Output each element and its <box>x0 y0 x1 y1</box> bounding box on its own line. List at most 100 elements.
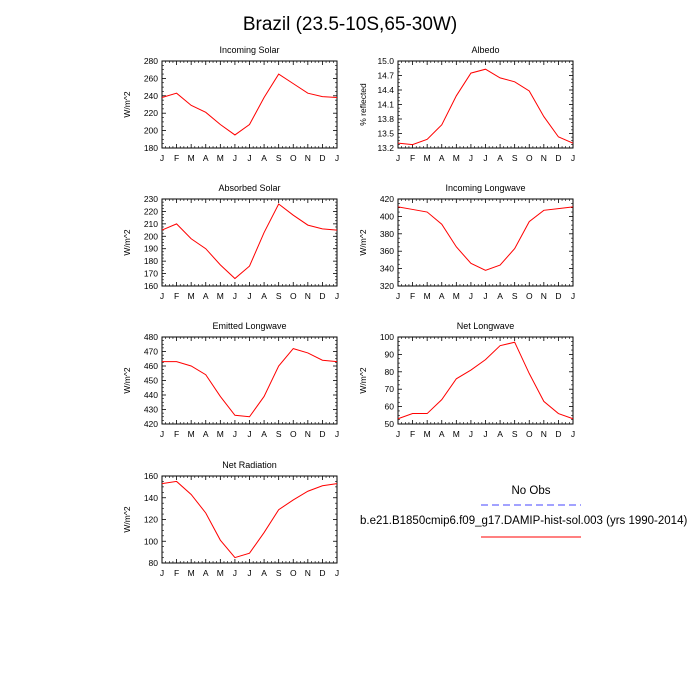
y-tick-label: 470 <box>144 347 158 357</box>
x-tick-label: N <box>541 429 547 439</box>
y-tick-label: 60 <box>385 402 395 412</box>
chart-title: Emitted Longwave <box>212 321 286 331</box>
x-tick-label: M <box>217 429 224 439</box>
x-tick-label: J <box>160 568 164 578</box>
y-tick-label: 90 <box>385 349 395 359</box>
x-tick-label: F <box>410 291 415 301</box>
x-tick-label: M <box>424 291 431 301</box>
y-tick-label: 14.7 <box>377 71 394 81</box>
y-tick-label: 460 <box>144 361 158 371</box>
x-tick-label: D <box>555 429 561 439</box>
x-tick-label: A <box>261 568 267 578</box>
x-tick-label: D <box>319 568 325 578</box>
chart-title: Absorbed Solar <box>218 183 280 193</box>
x-tick-label: A <box>497 429 503 439</box>
x-tick-label: N <box>305 153 311 163</box>
x-tick-label: F <box>174 153 179 163</box>
plot-frame <box>161 475 338 564</box>
x-tick-label: O <box>526 291 533 301</box>
y-axis-label: W/m^2 <box>122 367 132 393</box>
x-tick-label: J <box>396 429 400 439</box>
chart-title: Incoming Solar <box>219 45 279 55</box>
x-tick-label: J <box>247 291 251 301</box>
x-tick-label: A <box>203 568 209 578</box>
y-tick-label: 400 <box>380 211 394 221</box>
x-tick-label: J <box>396 153 400 163</box>
y-tick-label: 70 <box>385 384 395 394</box>
y-tick-label: 340 <box>380 264 394 274</box>
x-tick-label: D <box>555 153 561 163</box>
x-tick-label: A <box>497 291 503 301</box>
y-tick-label: 480 <box>144 332 158 342</box>
x-tick-label: S <box>276 153 282 163</box>
y-tick-label: 80 <box>149 558 159 568</box>
x-tick-label: J <box>160 153 164 163</box>
x-tick-label: A <box>203 291 209 301</box>
x-tick-label: N <box>541 291 547 301</box>
x-tick-label: N <box>305 291 311 301</box>
y-tick-label: 210 <box>144 219 158 229</box>
y-axis-label: % reflected <box>358 83 368 126</box>
y-tick-label: 420 <box>144 419 158 429</box>
y-tick-label: 14.1 <box>377 100 394 110</box>
y-tick-label: 320 <box>380 281 394 291</box>
x-tick-label: O <box>526 429 533 439</box>
y-tick-label: 420 <box>380 194 394 204</box>
y-tick-label: 170 <box>144 269 158 279</box>
x-tick-label: J <box>483 291 487 301</box>
chart-title: Incoming Longwave <box>445 183 525 193</box>
x-tick-label: A <box>439 291 445 301</box>
series-line <box>161 203 338 280</box>
x-tick-label: S <box>276 291 282 301</box>
figure-title: Brazil (23.5-10S,65-30W) <box>243 14 457 35</box>
x-tick-label: A <box>203 153 209 163</box>
y-tick-label: 140 <box>144 493 158 503</box>
y-tick-label: 380 <box>380 229 394 239</box>
y-tick-label: 190 <box>144 244 158 254</box>
y-tick-label: 440 <box>144 390 158 400</box>
plot-frame <box>161 198 338 287</box>
y-tick-label: 160 <box>144 471 158 481</box>
x-tick-label: J <box>335 429 339 439</box>
x-tick-label: N <box>305 568 311 578</box>
plot-frame <box>161 336 338 425</box>
x-tick-label: A <box>439 153 445 163</box>
x-tick-label: M <box>188 291 195 301</box>
chart-title: Net Radiation <box>222 460 277 470</box>
plot-frame <box>397 60 574 149</box>
y-tick-label: 200 <box>144 231 158 241</box>
y-tick-label: 180 <box>144 143 158 153</box>
plot-frame <box>397 336 574 425</box>
x-tick-label: A <box>497 153 503 163</box>
y-axis-label: W/m^2 <box>122 91 132 117</box>
x-tick-label: S <box>512 429 518 439</box>
x-tick-label: O <box>290 429 297 439</box>
x-tick-label: J <box>335 291 339 301</box>
x-tick-label: F <box>174 291 179 301</box>
legend: No Obs b.e21.B1850cmip6.f09_g17.DAMIP-hi… <box>360 485 687 538</box>
y-tick-label: 15.0 <box>377 56 394 66</box>
x-tick-label: A <box>261 291 267 301</box>
y-tick-label: 180 <box>144 256 158 266</box>
y-axis-label: W/m^2 <box>122 229 132 255</box>
x-tick-label: J <box>233 153 237 163</box>
y-tick-label: 13.8 <box>377 114 394 124</box>
x-tick-label: D <box>319 153 325 163</box>
series-line <box>397 206 574 271</box>
x-tick-label: J <box>396 291 400 301</box>
x-tick-label: D <box>555 291 561 301</box>
x-tick-label: D <box>319 429 325 439</box>
x-tick-label: M <box>453 429 460 439</box>
series-line <box>397 341 574 420</box>
y-tick-label: 240 <box>144 91 158 101</box>
x-tick-label: O <box>526 153 533 163</box>
chart-title: Net Longwave <box>457 321 515 331</box>
x-tick-label: J <box>469 429 473 439</box>
x-tick-label: N <box>305 429 311 439</box>
